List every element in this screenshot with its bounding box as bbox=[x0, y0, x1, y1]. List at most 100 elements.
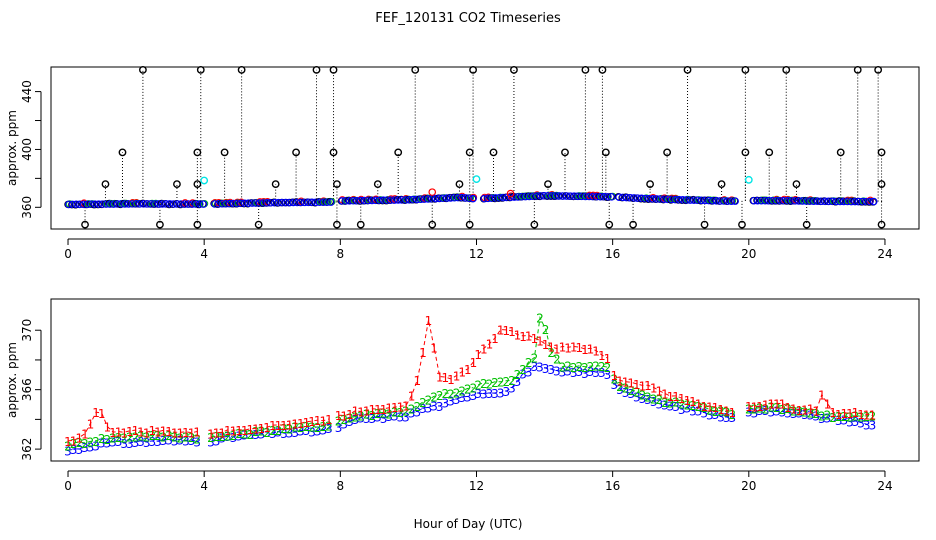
series-1-line bbox=[67, 411, 198, 442]
series-2-point: 2 bbox=[87, 435, 95, 449]
series-2-point: 2 bbox=[474, 379, 482, 393]
raw-point bbox=[193, 220, 202, 229]
series-1-line bbox=[477, 328, 608, 359]
series-2-point: 2 bbox=[297, 421, 305, 435]
series-3-point: 3 bbox=[706, 408, 714, 422]
series-1-point: 1 bbox=[319, 415, 327, 429]
series-2-line bbox=[478, 316, 608, 386]
series-1-point: 1 bbox=[75, 431, 83, 445]
series-1-point: 1 bbox=[397, 400, 405, 414]
series-2-point: 2 bbox=[213, 430, 221, 444]
raw-point bbox=[598, 65, 607, 74]
bottom-x-tick-label: 12 bbox=[469, 479, 484, 493]
series-1-point: 1 bbox=[374, 403, 382, 417]
series-2-point: 2 bbox=[441, 387, 449, 401]
series-2-point: 2 bbox=[672, 396, 680, 410]
raw-point bbox=[836, 148, 845, 157]
series-1-point: 1 bbox=[280, 419, 288, 433]
series-3-point: 3 bbox=[542, 362, 550, 376]
series-3-point: 3 bbox=[213, 435, 221, 449]
series-1-point: 1 bbox=[441, 371, 449, 385]
bottom-x-tick-label: 4 bbox=[200, 479, 208, 493]
raw-point bbox=[254, 220, 263, 229]
series-2-point: 2 bbox=[661, 396, 669, 410]
raw-point bbox=[629, 220, 637, 229]
bottom-y-axis: 362 366 370 bbox=[20, 319, 42, 461]
raw-point bbox=[101, 180, 110, 189]
raw-point bbox=[373, 180, 382, 189]
series-1-point: 1 bbox=[391, 401, 399, 415]
series-3-point: 3 bbox=[441, 397, 449, 411]
series-2-point: 2 bbox=[480, 377, 488, 391]
raw-point bbox=[333, 220, 341, 229]
series-1-point: 1 bbox=[689, 395, 697, 409]
series-1-point: 1 bbox=[408, 390, 416, 404]
top-y-tick-label: 400 bbox=[20, 138, 34, 161]
series-2-point: 2 bbox=[751, 403, 759, 417]
series-1-point: 1 bbox=[160, 424, 168, 438]
series-3-point: 3 bbox=[308, 426, 316, 440]
series-2-point: 2 bbox=[380, 406, 388, 420]
series-1-point: 1 bbox=[559, 340, 567, 354]
series-2-point: 2 bbox=[717, 405, 725, 419]
bottom-x-tick-label: 20 bbox=[741, 479, 756, 493]
series-1-point: 1 bbox=[352, 405, 360, 419]
series-1-point: 1 bbox=[756, 400, 764, 414]
series-1-point: 1 bbox=[801, 404, 809, 418]
raw-point bbox=[877, 220, 886, 229]
series-2-point: 2 bbox=[497, 376, 505, 390]
filtered-point bbox=[634, 194, 642, 202]
raw-point bbox=[792, 180, 801, 189]
series-1-point: 1 bbox=[303, 416, 311, 430]
filtered-point bbox=[465, 194, 474, 203]
series-3-point: 3 bbox=[188, 434, 196, 448]
series-3-point: 3 bbox=[661, 399, 669, 413]
top-data-marks bbox=[64, 65, 886, 229]
series-2-point: 2 bbox=[762, 403, 770, 417]
series-1-point: 1 bbox=[592, 345, 600, 359]
series-1-point: 1 bbox=[470, 356, 478, 370]
series-3-point: 3 bbox=[723, 411, 731, 425]
series-3-point: 3 bbox=[87, 441, 95, 455]
series-3-point: 3 bbox=[751, 406, 759, 420]
series-3-point: 3 bbox=[639, 392, 647, 406]
series-1-point: 1 bbox=[840, 407, 848, 421]
raw-point bbox=[333, 180, 341, 189]
series-1-point: 1 bbox=[723, 404, 731, 418]
series-1-point: 1 bbox=[425, 314, 433, 328]
series-1-point: 1 bbox=[126, 425, 134, 439]
series-2-point: 2 bbox=[695, 400, 703, 414]
filtered-point bbox=[517, 192, 526, 201]
series-2-point: 2 bbox=[397, 406, 405, 420]
series-1-point: 1 bbox=[502, 324, 510, 338]
series-1-point: 1 bbox=[182, 426, 190, 440]
series-3-point: 3 bbox=[553, 365, 561, 379]
series-1-point: 1 bbox=[807, 403, 815, 417]
series-3-point: 3 bbox=[325, 422, 333, 436]
series-3-point: 3 bbox=[235, 430, 243, 444]
series-1-point: 1 bbox=[650, 382, 658, 396]
series-1-point: 1 bbox=[340, 410, 348, 424]
series-2-point: 2 bbox=[188, 431, 196, 445]
series-3-point: 3 bbox=[627, 387, 635, 401]
series-3-point: 3 bbox=[491, 387, 499, 401]
series-3-point: 3 bbox=[767, 406, 775, 420]
series-2-point: 2 bbox=[340, 413, 348, 427]
series-2-point: 2 bbox=[252, 425, 260, 439]
series-2-point: 2 bbox=[137, 429, 145, 443]
cal-point bbox=[472, 175, 481, 183]
series-3-point: 3 bbox=[835, 414, 843, 428]
series-1-point: 1 bbox=[486, 338, 494, 352]
series-3-point: 3 bbox=[224, 430, 232, 444]
filtered-point bbox=[323, 198, 331, 206]
series-2-point: 2 bbox=[767, 400, 775, 414]
series-2-point: 2 bbox=[165, 429, 173, 443]
series-2-point: 2 bbox=[413, 400, 421, 414]
raw-point bbox=[292, 148, 300, 157]
series-3-point: 3 bbox=[480, 388, 488, 402]
series-2-point: 2 bbox=[598, 360, 606, 374]
series-1-point: 1 bbox=[661, 388, 669, 402]
series-1-point: 1 bbox=[419, 346, 427, 360]
series-3-point: 3 bbox=[604, 368, 612, 382]
series-3-point: 3 bbox=[335, 421, 343, 435]
